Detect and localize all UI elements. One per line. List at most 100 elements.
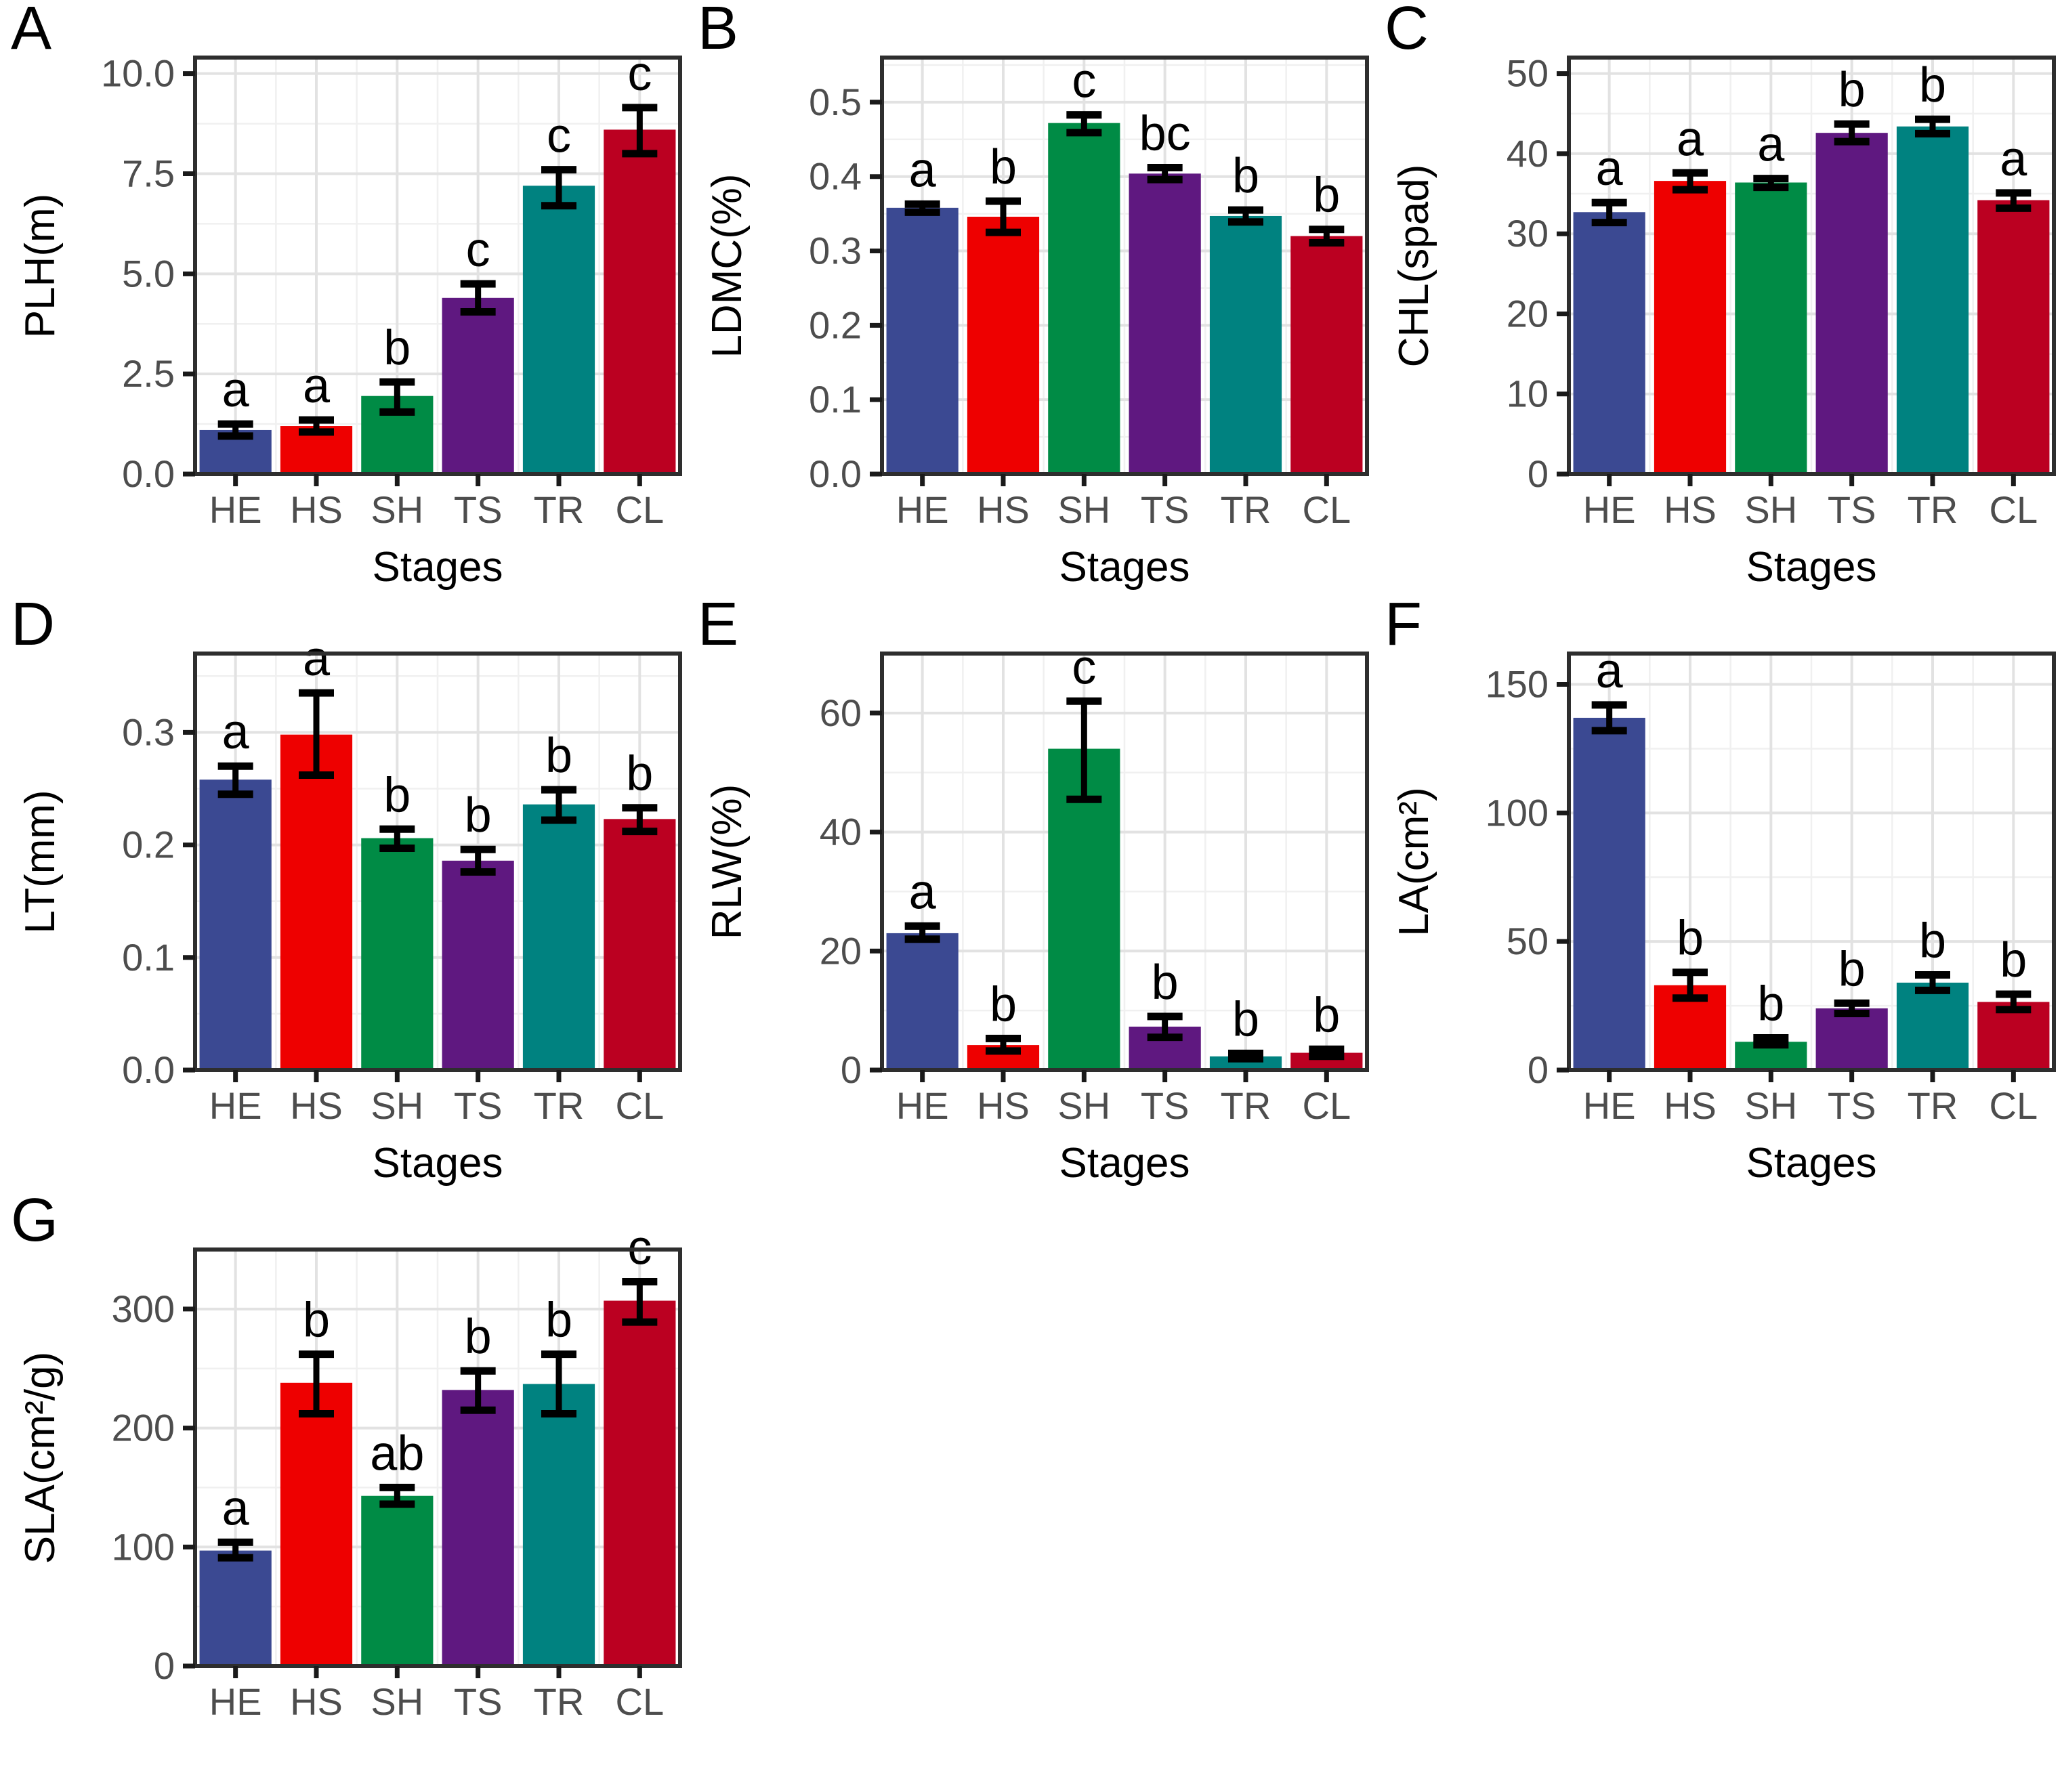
sig-letter-TS: b: [1152, 956, 1179, 1010]
x-axis-title: Stages: [372, 1140, 503, 1187]
error-bars: [1591, 701, 2032, 1049]
x-axis-title: Stages: [1746, 544, 1876, 591]
panel-g: a b ab b b c 0 100 200 300 HE HS SH TS TR CL SLA(cm²/g) G: [0, 1192, 687, 1792]
x-tick-label: TS: [454, 488, 503, 531]
x-tick-label: TS: [454, 1084, 503, 1127]
error-bars: [1591, 115, 2032, 227]
y-tick-label: 5.0: [122, 252, 175, 295]
y-tick-label: 10: [1507, 372, 1549, 415]
x-tick-label: HS: [977, 1084, 1030, 1127]
y-tick-label: 7.5: [122, 152, 175, 194]
y-tick-label: 100: [1486, 791, 1549, 834]
sig-letter-HS: b: [990, 977, 1017, 1031]
bar-HE: [199, 780, 272, 1070]
x-tick-label: TR: [1221, 488, 1271, 531]
x-tick-label: TR: [1221, 1084, 1271, 1127]
x-tick-label: SH: [1744, 488, 1797, 531]
plot-border: [880, 652, 1369, 1072]
bar-TS: [1129, 173, 1201, 474]
y-tick-label: 0.2: [809, 303, 862, 346]
sig-letter-HS: b: [303, 1294, 330, 1348]
sig-letter-TR: b: [1232, 992, 1259, 1046]
x-tick-label: CL: [1990, 1084, 2038, 1127]
y-axis: 0.0 0.1 0.2 0.3 0.4 0.5: [809, 81, 882, 495]
y-tick-label: 0.0: [122, 452, 175, 495]
panel-letter: A: [11, 0, 51, 62]
bar-TR: [1896, 126, 1969, 474]
bar-CL: [1290, 236, 1363, 474]
bar-SH: [1735, 182, 1807, 474]
x-tick-label: HS: [290, 1680, 343, 1723]
y-tick-label: 0.1: [809, 378, 862, 421]
sig-letters: aab bb b: [222, 632, 654, 842]
y-tick-label: 0: [841, 1048, 862, 1091]
x-tick-label: TS: [1828, 1084, 1876, 1127]
sig-letter-HE: a: [909, 865, 937, 919]
sig-letter-TR: c: [547, 109, 571, 163]
x-axis: HE HS SH TS TR CL: [1583, 474, 2038, 531]
sig-letter-TS: b: [465, 788, 492, 842]
y-tick-label: 20: [1507, 292, 1549, 335]
bar-HE: [1573, 717, 1645, 1070]
x-tick-label: HE: [209, 1084, 262, 1127]
sig-letter-CL: c: [627, 47, 652, 101]
sig-letter-CL: b: [626, 747, 653, 801]
x-tick-label: SH: [1057, 1084, 1110, 1127]
y-axis: 0 50 100 150: [1486, 663, 1569, 1091]
x-tick-label: HE: [896, 1084, 949, 1127]
sig-letter-HE: a: [222, 363, 250, 417]
bar-CL: [1977, 200, 2050, 474]
x-tick-label: CL: [1303, 488, 1351, 531]
sig-letter-CL: b: [1313, 988, 1340, 1042]
sig-letter-SH: c: [1072, 54, 1096, 108]
sig-letter-HE: a: [222, 1481, 250, 1535]
y-axis-title: PLH(m): [17, 194, 64, 339]
plot-border: [1567, 56, 2056, 476]
panel-letter: F: [1385, 596, 1422, 658]
x-tick-label: SH: [371, 1680, 423, 1723]
x-tick-label: HE: [209, 488, 262, 531]
x-tick-label: TR: [534, 1680, 585, 1723]
y-tick-label: 2.5: [122, 352, 175, 395]
plot-border: [193, 1247, 682, 1668]
error-bars: [217, 1277, 658, 1562]
chart-d: aab bb b0.00.10.20.3HE HS SH TS TR CLLT(mm)Stag…: [11, 596, 682, 1187]
x-tick-label: SH: [1744, 1084, 1797, 1127]
x-axis: HE HS SH TS TR CL: [896, 474, 1351, 531]
x-tick-label: SH: [1057, 488, 1110, 531]
bar-HE: [886, 933, 959, 1070]
sig-letter-HS: a: [303, 632, 331, 686]
x-tick-label: TR: [534, 1084, 585, 1127]
error-bars: [217, 104, 658, 440]
sig-letter-HE: a: [1596, 142, 1624, 196]
panel-e: a b c b b b 0 20 40 60 HE HS SH TS TR CL RLW(%) Stages E: [687, 596, 1374, 1192]
plot-border: [193, 652, 682, 1072]
bars: [199, 129, 676, 474]
x-axis-title: Stages: [1059, 1140, 1190, 1187]
sig-letter-SH: b: [383, 321, 411, 375]
sig-letter-TS: b: [1838, 63, 1866, 117]
x-tick-label: HS: [290, 1084, 343, 1127]
sig-letter-HS: a: [303, 359, 331, 413]
sig-letter-SH: a: [1757, 118, 1785, 172]
sig-letter-TR: b: [1919, 58, 1946, 112]
x-tick-label: HE: [896, 488, 949, 531]
bars: [1573, 126, 2050, 474]
x-axis: HE HS SH TS TR CL: [209, 1666, 664, 1723]
sig-letter-HE: a: [909, 143, 937, 197]
bar-TR: [1209, 1056, 1282, 1070]
x-tick-label: CL: [616, 1084, 665, 1127]
sig-letter-TR: b: [545, 729, 572, 783]
x-tick-label: SH: [371, 1084, 423, 1127]
y-axis: 0.0 0.1 0.2 0.3: [122, 710, 195, 1091]
bar-TS: [1815, 1008, 1888, 1070]
y-tick-label: 0.5: [809, 81, 862, 123]
bar-TS: [1815, 133, 1888, 474]
y-tick-label: 300: [112, 1287, 175, 1330]
x-tick-label: HE: [1583, 488, 1636, 531]
y-axis-title: LT(mm): [17, 790, 64, 933]
